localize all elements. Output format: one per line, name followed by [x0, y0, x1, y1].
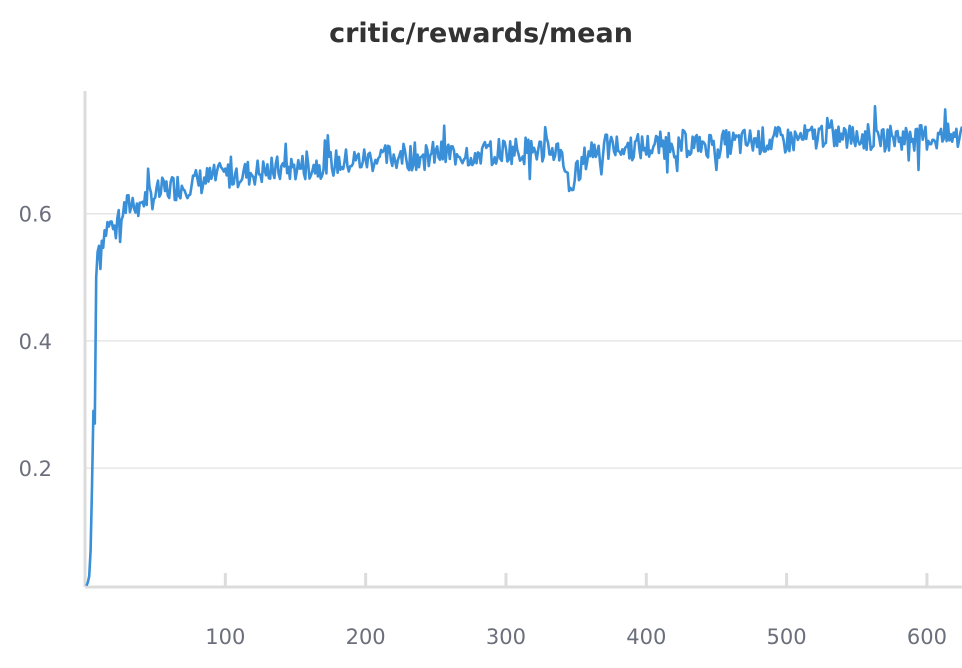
- y-tick-label: 0.6: [19, 203, 52, 227]
- series-line-0: [85, 104, 962, 587]
- y-tick-label: 0.2: [19, 457, 52, 481]
- y-tick-label: 0.4: [19, 330, 52, 354]
- x-tick-label: 200: [346, 625, 386, 649]
- x-tick-label: 400: [626, 625, 666, 649]
- x-tick-label: 100: [205, 625, 245, 649]
- x-tick-label: 300: [486, 625, 526, 649]
- x-tick-label: 500: [767, 625, 807, 649]
- chart-title: critic/rewards/mean: [329, 18, 633, 49]
- x-tick-label: 600: [907, 625, 947, 649]
